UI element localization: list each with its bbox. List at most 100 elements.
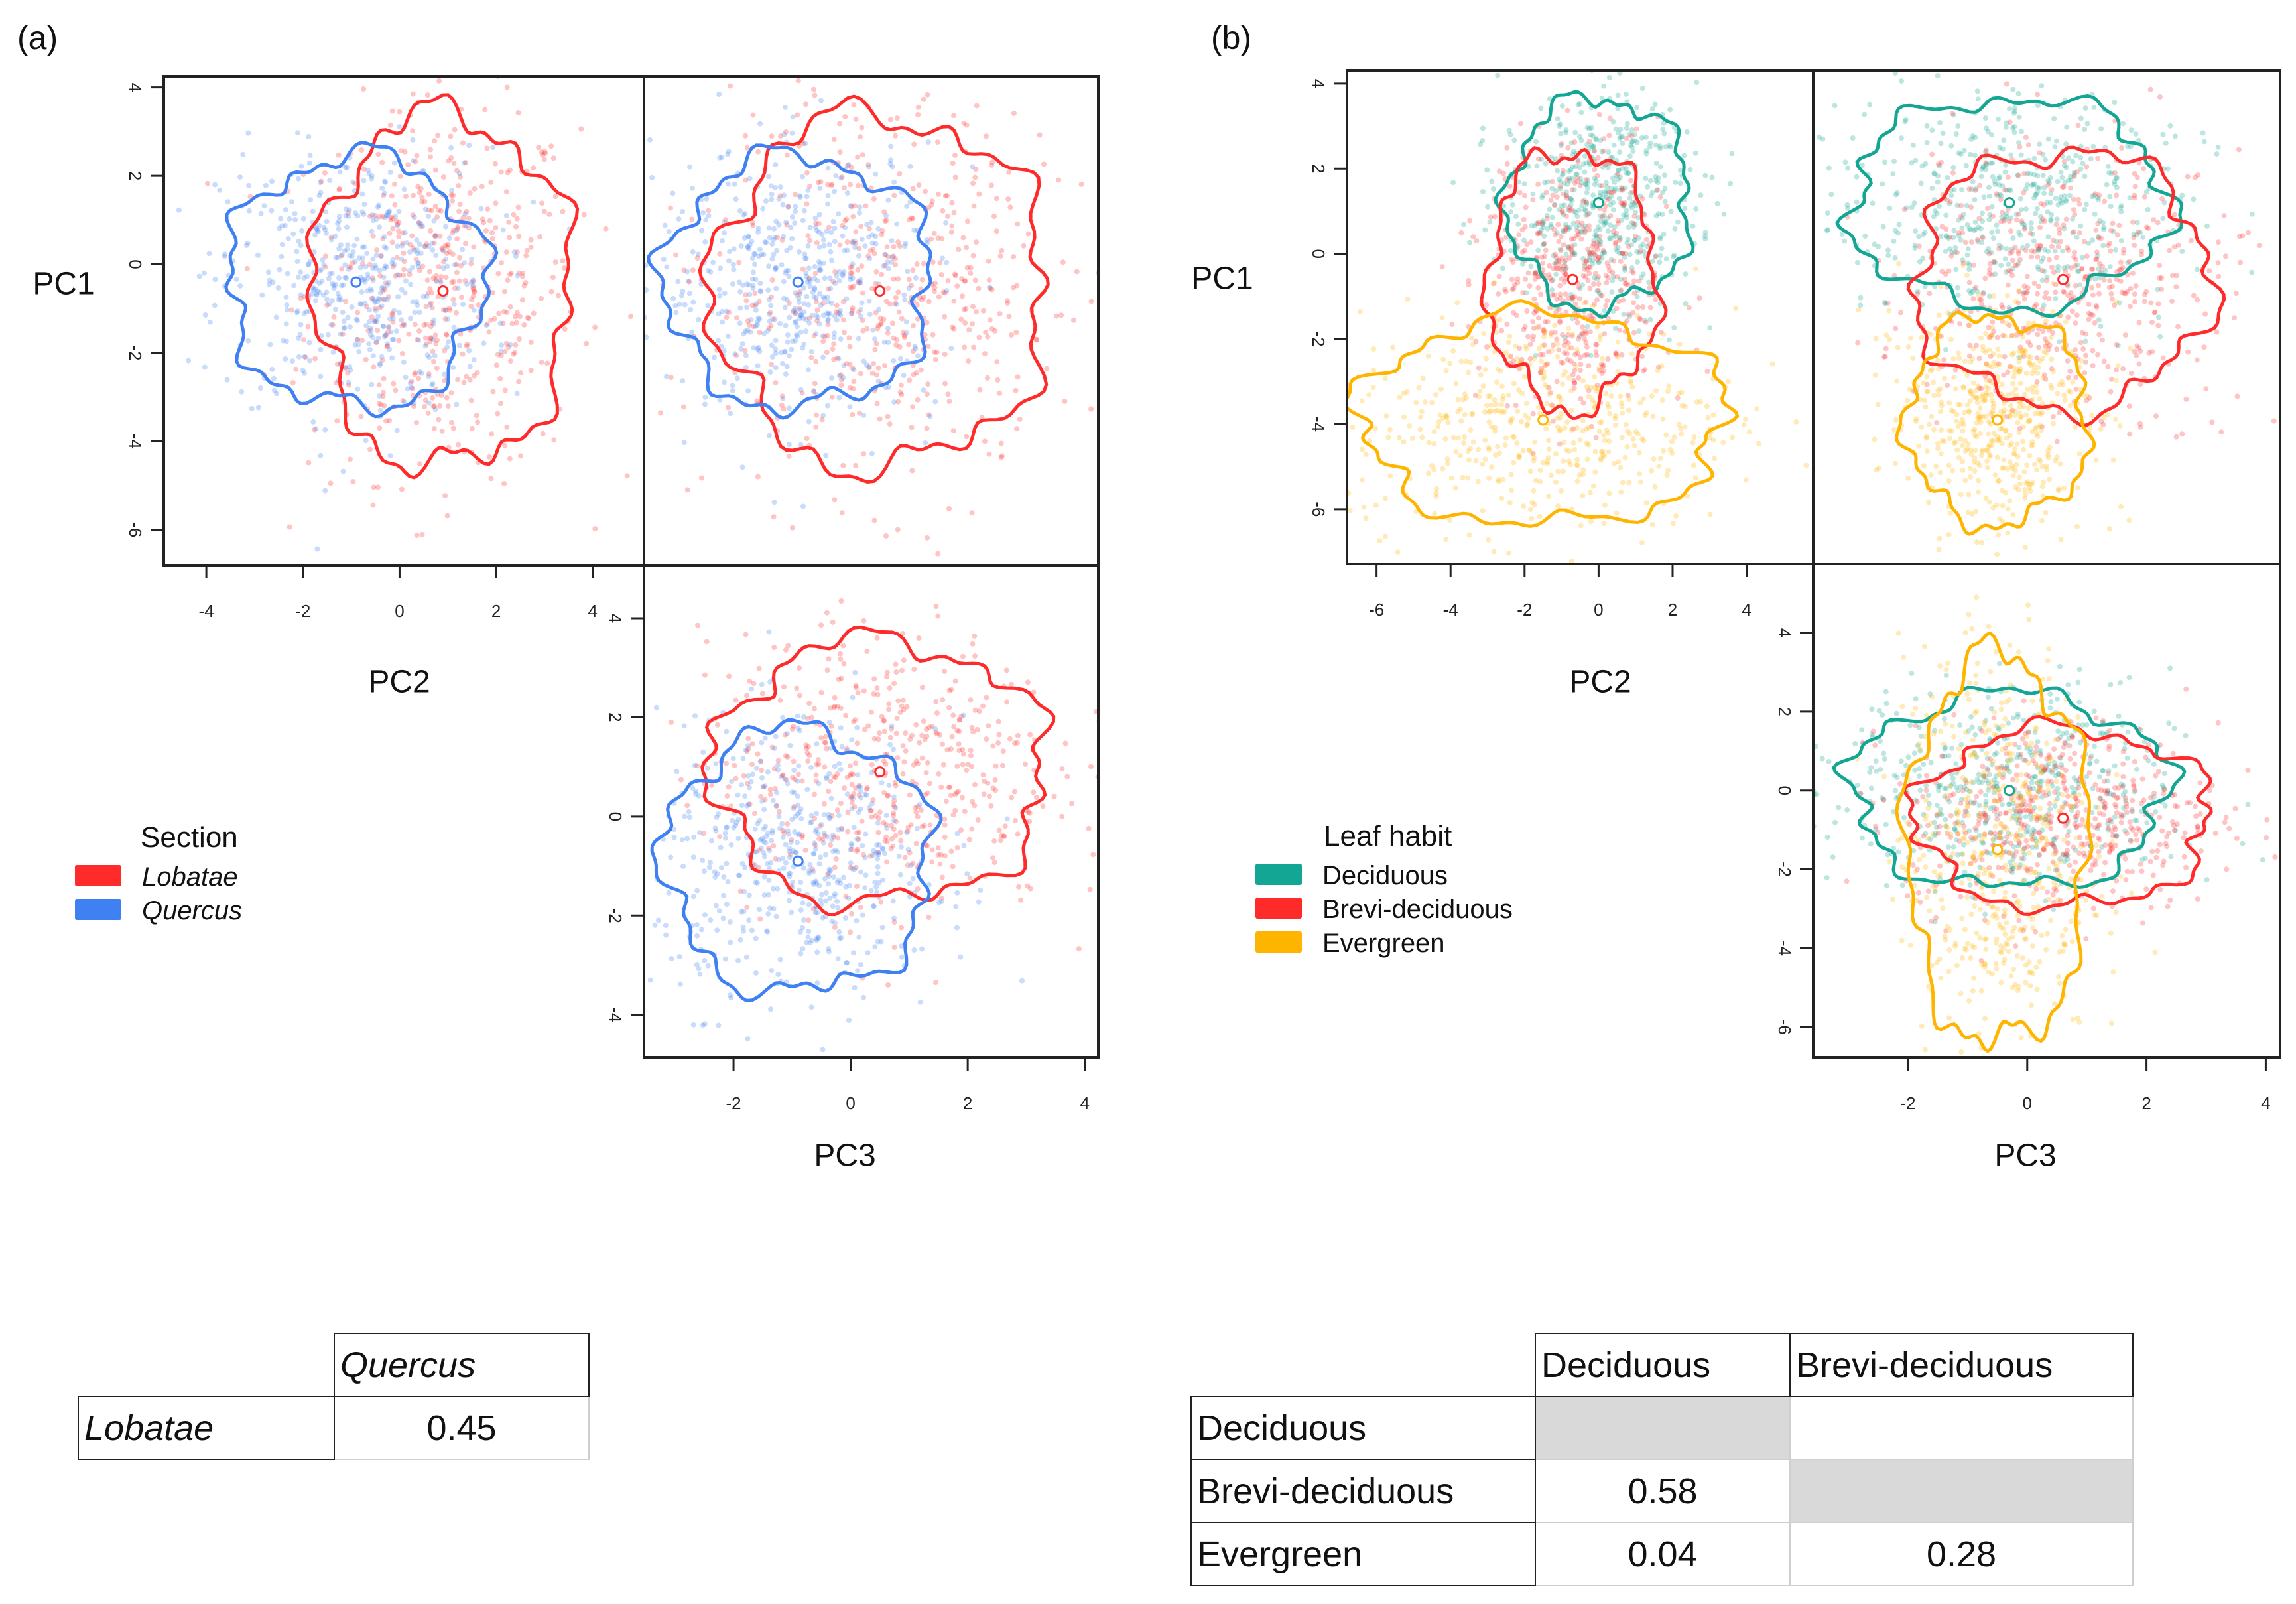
data-point	[784, 222, 790, 228]
data-point	[805, 637, 810, 643]
data-point	[272, 387, 277, 393]
data-point	[1550, 192, 1556, 198]
data-point	[791, 805, 797, 811]
data-point	[1104, 787, 1109, 793]
data-point	[1578, 176, 1584, 182]
data-point	[1647, 178, 1653, 184]
data-point	[797, 307, 803, 313]
data-point	[1627, 378, 1633, 384]
data-point	[1382, 533, 1388, 539]
data-point	[798, 387, 804, 393]
data-point	[416, 220, 422, 226]
data-point	[2023, 186, 2029, 192]
data-point	[910, 348, 916, 354]
data-point	[1530, 191, 1536, 197]
data-point	[1582, 263, 1588, 269]
data-point	[385, 213, 391, 218]
data-point	[370, 277, 376, 283]
data-point	[1639, 135, 1645, 141]
data-point	[829, 301, 834, 306]
data-point	[1553, 232, 1559, 237]
data-point	[1584, 180, 1590, 186]
y-tick-label: 4	[606, 614, 625, 623]
data-point	[1523, 343, 1529, 349]
data-point	[862, 855, 868, 860]
data-point	[1627, 131, 1633, 137]
data-point	[1663, 256, 1669, 262]
data-point	[339, 283, 344, 289]
data-point	[418, 186, 424, 192]
data-point	[1626, 480, 1632, 486]
data-point	[812, 842, 818, 848]
data-point	[793, 813, 798, 819]
data-point	[753, 970, 759, 976]
data-point	[743, 328, 749, 334]
data-point	[649, 174, 655, 180]
data-point	[813, 295, 819, 301]
data-point	[448, 133, 454, 139]
data-point	[795, 802, 801, 808]
data-point	[1583, 330, 1589, 336]
data-point	[800, 141, 806, 147]
data-point	[950, 712, 956, 718]
data-point	[922, 332, 928, 338]
data-point	[285, 235, 291, 241]
data-point	[394, 255, 400, 261]
y-tick-label: -6	[125, 522, 145, 537]
data-point	[1404, 389, 1410, 395]
data-point	[1637, 316, 1643, 322]
data-point	[883, 299, 889, 304]
data-point	[1513, 403, 1519, 408]
data-point	[1580, 418, 1586, 423]
data-point	[753, 849, 759, 855]
data-point	[995, 740, 1001, 746]
data-point	[312, 356, 318, 362]
data-point	[773, 162, 779, 168]
data-point	[290, 380, 296, 385]
data-point	[267, 277, 273, 283]
data-point	[435, 133, 441, 139]
data-point	[970, 180, 976, 186]
data-point	[842, 785, 848, 791]
data-point	[1622, 281, 1628, 287]
data-point	[664, 264, 670, 270]
data-point	[849, 270, 855, 276]
data-point	[895, 239, 901, 245]
data-point	[834, 807, 840, 813]
data-point	[454, 168, 460, 174]
data-point	[1076, 946, 1082, 952]
data-point	[1596, 241, 1602, 247]
data-point	[875, 365, 881, 371]
data-point	[466, 225, 472, 231]
data-point	[454, 261, 460, 267]
y-tick-label: -4	[1308, 417, 1328, 432]
data-point	[456, 442, 462, 448]
data-point	[843, 884, 849, 890]
data-point	[389, 193, 395, 199]
data-point	[822, 275, 828, 281]
data-point	[1078, 181, 1084, 187]
data-point	[1656, 463, 1662, 469]
data-point	[964, 122, 970, 128]
data-point	[1366, 392, 1372, 398]
data-point	[1027, 810, 1033, 816]
data-point	[349, 304, 355, 310]
data-point	[430, 381, 436, 387]
data-point	[760, 206, 766, 212]
data-point	[1107, 282, 1112, 287]
data-point	[1663, 144, 1669, 150]
data-point	[976, 191, 982, 197]
data-point	[434, 273, 439, 279]
data-point	[1070, 317, 1076, 323]
data-point	[1630, 436, 1636, 442]
data-point	[1002, 823, 1008, 829]
data-point	[807, 237, 812, 243]
data-point	[742, 211, 748, 217]
data-point	[1704, 403, 1710, 409]
data-point	[377, 304, 383, 310]
data-point	[866, 226, 872, 232]
data-point	[467, 364, 473, 369]
data-point	[1569, 187, 1575, 193]
data-point	[743, 632, 749, 637]
data-point	[1044, 366, 1050, 371]
